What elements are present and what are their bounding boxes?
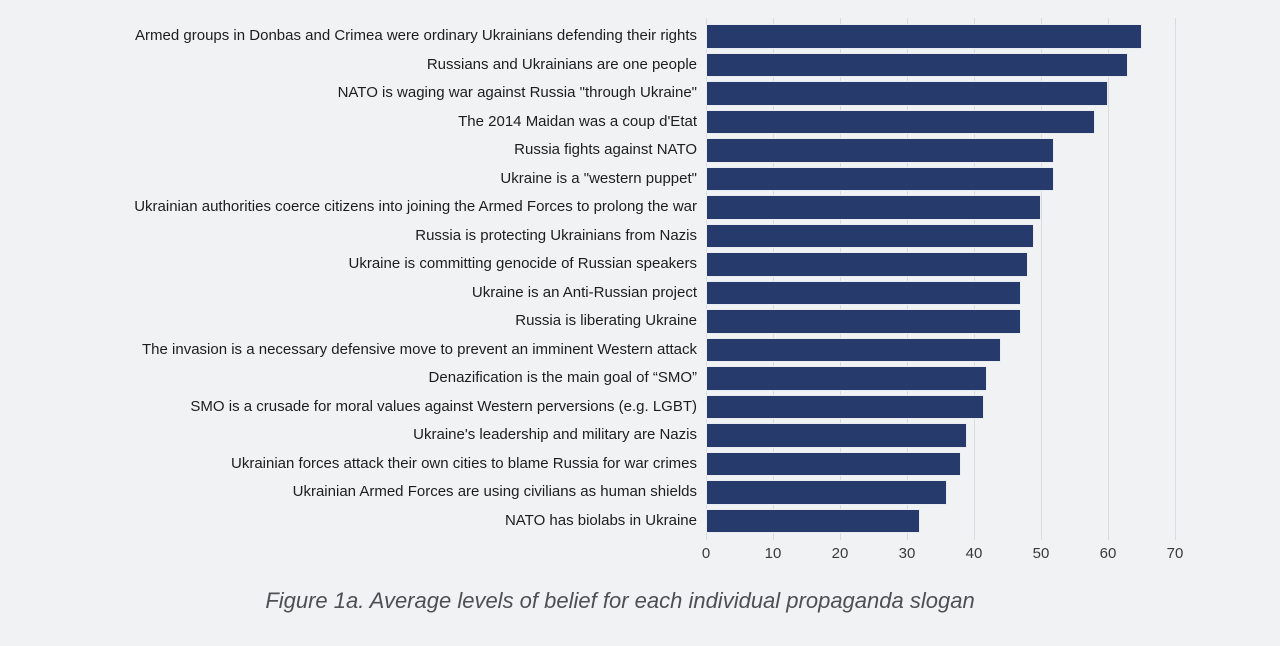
bar bbox=[706, 138, 1055, 163]
bar bbox=[706, 480, 948, 505]
bar-row: Armed groups in Donbas and Crimea were o… bbox=[0, 22, 1260, 51]
bar bbox=[706, 451, 961, 476]
bar-track bbox=[706, 480, 1260, 505]
x-tick-label: 40 bbox=[965, 545, 983, 562]
x-tick-label: 70 bbox=[1166, 545, 1184, 562]
bar bbox=[706, 81, 1108, 106]
x-tick-label: 60 bbox=[1099, 545, 1117, 562]
category-label: SMO is a crusade for moral values agains… bbox=[190, 397, 697, 415]
category-label: Ukraine is committing genocide of Russia… bbox=[348, 255, 698, 272]
category-label: Ukraine is an Anti-Russian project bbox=[471, 283, 697, 301]
bar-row: Denazification is the main goal of “SMO” bbox=[0, 364, 1260, 393]
bar-rows: Armed groups in Donbas and Crimea were o… bbox=[0, 22, 1260, 535]
bar-row: Ukrainian forces attack their own cities… bbox=[0, 450, 1260, 479]
bar-row: Russia fights against NATO bbox=[0, 136, 1260, 165]
bar bbox=[706, 508, 921, 533]
gridline bbox=[706, 18, 707, 540]
bar bbox=[706, 366, 988, 391]
gridline bbox=[840, 18, 841, 540]
bar bbox=[706, 223, 1035, 248]
bar-track bbox=[706, 451, 1260, 476]
bar-row: The 2014 Maidan was a coup d'Etat bbox=[0, 108, 1260, 137]
bar bbox=[706, 252, 1028, 277]
gridline bbox=[1041, 18, 1042, 540]
bar-row: The invasion is a necessary defensive mo… bbox=[0, 336, 1260, 365]
category-label: Russia fights against NATO bbox=[514, 141, 697, 158]
bar bbox=[706, 423, 968, 448]
bar-row: Ukrainian authorities coerce citizens in… bbox=[0, 193, 1260, 222]
bar-track bbox=[706, 223, 1260, 248]
belief-bar-chart: Armed groups in Donbas and Crimea were o… bbox=[0, 18, 1260, 568]
x-tick-label: 30 bbox=[898, 545, 916, 562]
category-label: Denazification is the main goal of “SMO” bbox=[428, 369, 697, 386]
bar bbox=[706, 280, 1021, 305]
bar-row: NATO has biolabs in Ukraine bbox=[0, 507, 1260, 536]
category-label: Ukrainian authorities coerce citizens in… bbox=[134, 198, 697, 215]
bar-row: Russia is liberating Ukraine bbox=[0, 307, 1260, 336]
bar-track bbox=[706, 423, 1260, 448]
bar-track bbox=[706, 81, 1260, 106]
category-label: The invasion is a necessary defensive mo… bbox=[142, 340, 697, 358]
category-label: The 2014 Maidan was a coup d'Etat bbox=[458, 112, 697, 130]
bar bbox=[706, 309, 1021, 334]
bar-track bbox=[706, 508, 1260, 533]
bar-row: Ukraine's leadership and military are Na… bbox=[0, 421, 1260, 450]
bar-track bbox=[706, 138, 1260, 163]
category-label: NATO has biolabs in Ukraine bbox=[504, 511, 697, 529]
gridline bbox=[1108, 18, 1109, 540]
category-label: Ukraine's leadership and military are Na… bbox=[413, 426, 697, 443]
bar-row: Ukraine is a "western puppet" bbox=[0, 165, 1260, 194]
gridline bbox=[773, 18, 774, 540]
category-label: Russia is liberating Ukraine bbox=[515, 312, 697, 329]
bar bbox=[706, 394, 985, 419]
bar bbox=[706, 195, 1041, 220]
bar-track bbox=[706, 309, 1260, 334]
bar-row: Ukraine is committing genocide of Russia… bbox=[0, 250, 1260, 279]
bar-row: Russia is protecting Ukrainians from Naz… bbox=[0, 222, 1260, 251]
x-tick-label: 20 bbox=[831, 545, 849, 562]
category-label: Armed groups in Donbas and Crimea were o… bbox=[135, 27, 697, 44]
bar-track bbox=[706, 109, 1260, 134]
bar bbox=[706, 24, 1142, 49]
category-label: Ukraine is a "western puppet" bbox=[500, 169, 697, 187]
bar bbox=[706, 109, 1095, 134]
bar-track bbox=[706, 52, 1260, 77]
gridline bbox=[974, 18, 975, 540]
bar-track bbox=[706, 252, 1260, 277]
bar bbox=[706, 52, 1129, 77]
gridline bbox=[1175, 18, 1176, 540]
category-label: Russians and Ukrainians are one people bbox=[426, 55, 697, 73]
x-tick-label: 50 bbox=[1032, 545, 1050, 562]
bar-track bbox=[706, 24, 1260, 49]
bar-row: SMO is a crusade for moral values agains… bbox=[0, 393, 1260, 422]
bar-row: NATO is waging war against Russia "throu… bbox=[0, 79, 1260, 108]
gridline bbox=[907, 18, 908, 540]
bar-track bbox=[706, 280, 1260, 305]
bar bbox=[706, 166, 1055, 191]
bar-track bbox=[706, 337, 1260, 362]
bar-track bbox=[706, 166, 1260, 191]
category-label: Ukrainian forces attack their own cities… bbox=[231, 454, 697, 472]
category-label: Ukrainian Armed Forces are using civilia… bbox=[292, 483, 697, 500]
bar-track bbox=[706, 366, 1260, 391]
bar-row: Ukraine is an Anti-Russian project bbox=[0, 279, 1260, 308]
bar-track bbox=[706, 195, 1260, 220]
bar-row: Russians and Ukrainians are one people bbox=[0, 51, 1260, 80]
category-label: NATO is waging war against Russia "throu… bbox=[337, 84, 697, 101]
x-axis: 0 10 20 30 40 50 60 70 bbox=[0, 544, 1260, 568]
bar-row: Ukrainian Armed Forces are using civilia… bbox=[0, 478, 1260, 507]
category-label: Russia is protecting Ukrainians from Naz… bbox=[415, 226, 697, 244]
x-tick-label: 10 bbox=[764, 545, 782, 562]
gridlines-layer bbox=[706, 18, 1176, 540]
bar-track bbox=[706, 394, 1260, 419]
x-tick-label: 0 bbox=[701, 545, 711, 562]
bar bbox=[706, 337, 1001, 362]
figure-caption: Figure 1a. Average levels of belief for … bbox=[265, 588, 975, 613]
